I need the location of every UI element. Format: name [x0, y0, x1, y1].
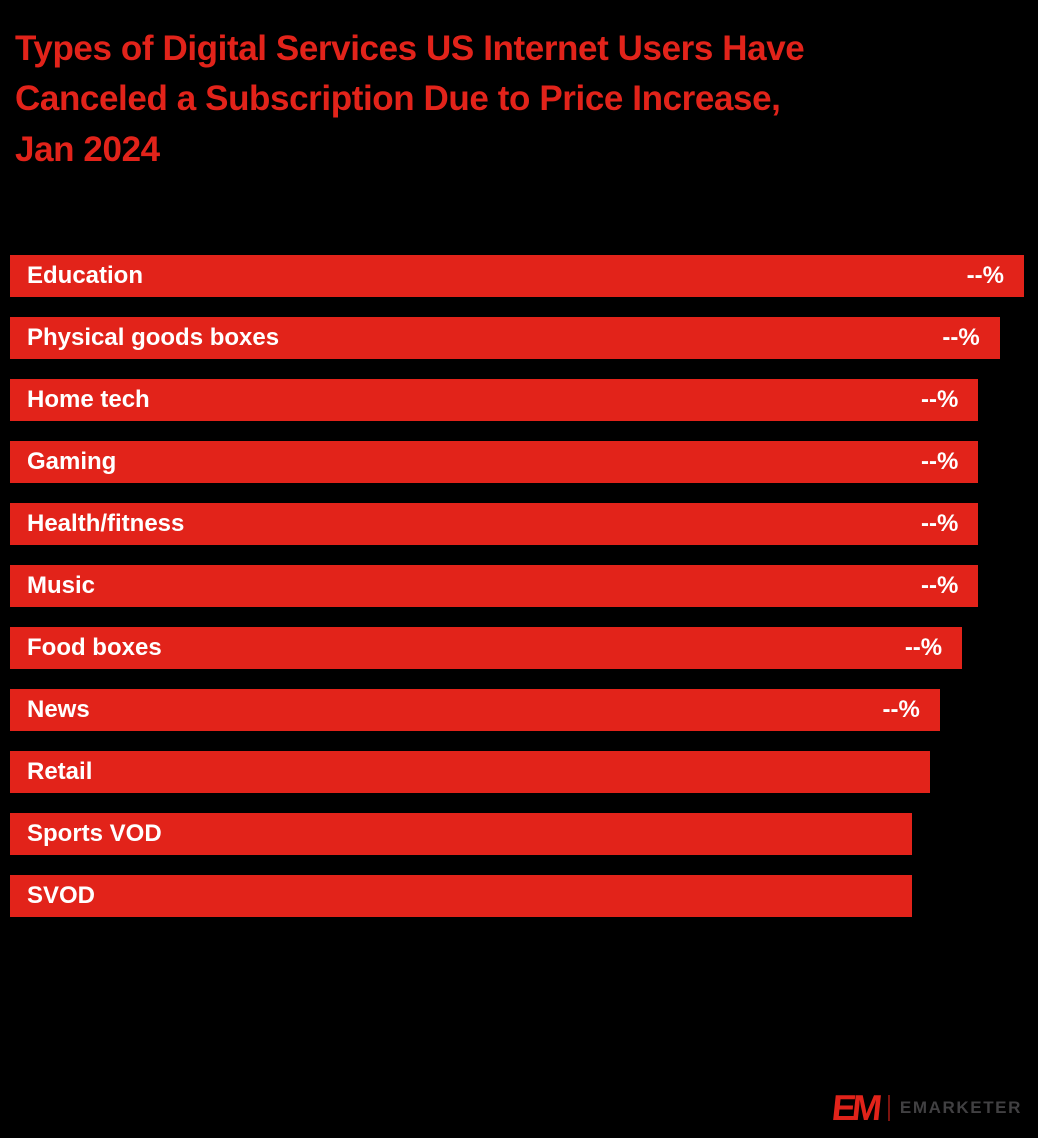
bar-value-label: --% — [882, 696, 920, 724]
bar: Retail — [10, 751, 930, 794]
bar-row: News --% — [10, 689, 1024, 732]
bar-category-label: Food boxes — [27, 634, 162, 662]
bar-value-label: --% — [942, 324, 980, 352]
bar-category-label: Gaming — [27, 448, 117, 476]
bar: Home tech --% — [10, 379, 979, 422]
bar-row: Home tech --% — [10, 379, 1024, 422]
bar: Gaming --% — [10, 441, 979, 484]
bar-row: Music --% — [10, 565, 1024, 608]
bar-row: Retail — [10, 751, 1024, 794]
bar: SVOD — [10, 875, 913, 918]
bar-row: Sports VOD — [10, 813, 1024, 856]
bar-category-label: SVOD — [27, 882, 96, 910]
bar-value-label: --% — [921, 386, 959, 414]
bar: Sports VOD — [10, 813, 913, 856]
bar-category-label: Sports VOD — [27, 820, 162, 848]
bar: Food boxes --% — [10, 627, 963, 670]
bar-category-label: News — [27, 696, 90, 724]
bar-category-label: Health/fitness — [27, 510, 185, 538]
bar-row: Physical goods boxes --% — [10, 317, 1024, 360]
bar-category-label: Physical goods boxes — [27, 324, 280, 352]
bar-row: Food boxes --% — [10, 627, 1024, 670]
horizontal-bar-chart: Education --% Physical goods boxes --% H… — [0, 255, 1038, 918]
bar-category-label: Music — [27, 572, 96, 600]
chart-title-line-2: Canceled a Subscription Due to Price Inc… — [15, 79, 781, 119]
bar-category-label: Home tech — [27, 386, 150, 414]
bar-row: Education --% — [10, 255, 1024, 298]
bar-value-label: --% — [921, 572, 959, 600]
bar: Physical goods boxes --% — [10, 317, 1000, 360]
bar-row: SVOD — [10, 875, 1024, 918]
chart-title-line-3: Jan 2024 — [15, 129, 160, 169]
bar-category-label: Retail — [27, 758, 93, 786]
bar: News --% — [10, 689, 940, 732]
bar-category-label: Education — [27, 262, 144, 290]
bar-value-label: --% — [921, 510, 959, 538]
emarketer-logo-mark-icon: EM — [829, 1087, 881, 1128]
bar: Education --% — [10, 255, 1024, 298]
bar-value-label: --% — [921, 448, 959, 476]
bar-row: Health/fitness --% — [10, 503, 1024, 546]
emarketer-logo-text: EMARKETER — [899, 1098, 1022, 1117]
bar-row: Gaming --% — [10, 441, 1024, 484]
chart-title-line-1: Types of Digital Services US Internet Us… — [15, 29, 805, 68]
bar-value-label: --% — [966, 262, 1004, 290]
bar: Music --% — [10, 565, 979, 608]
bar: Health/fitness --% — [10, 503, 979, 546]
emarketer-logo: EM EMARKETER — [829, 1087, 1022, 1128]
bar-value-label: --% — [904, 634, 943, 662]
chart-title: Types of Digital Services US Internet Us… — [0, 0, 1038, 175]
logo-divider — [887, 1095, 890, 1121]
